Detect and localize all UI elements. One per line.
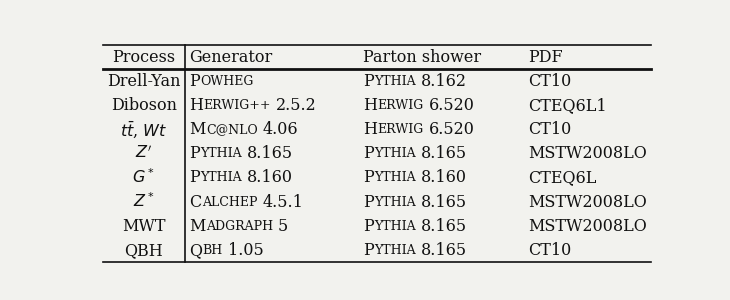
Text: P: P xyxy=(364,194,374,211)
Text: C@NLO: C@NLO xyxy=(206,123,258,136)
Text: OWHEG: OWHEG xyxy=(200,75,253,88)
Text: CTEQ6L1: CTEQ6L1 xyxy=(528,97,607,114)
Text: ERWIG: ERWIG xyxy=(377,123,423,136)
Text: MSTW2008LO: MSTW2008LO xyxy=(528,218,647,235)
Text: 6.520: 6.520 xyxy=(429,97,474,114)
Text: 8.165: 8.165 xyxy=(420,145,466,162)
Text: YTHIA: YTHIA xyxy=(374,220,415,233)
Text: PDF: PDF xyxy=(528,49,562,66)
Text: H: H xyxy=(364,121,377,138)
Text: $G^*$: $G^*$ xyxy=(132,169,155,187)
Text: H: H xyxy=(364,97,377,114)
Text: Drell-Yan: Drell-Yan xyxy=(107,73,180,90)
Text: M: M xyxy=(189,218,206,235)
Text: H: H xyxy=(189,97,204,114)
Text: YTHIA: YTHIA xyxy=(374,75,415,88)
Text: P: P xyxy=(189,169,200,186)
Text: CT10: CT10 xyxy=(528,73,571,90)
Text: 6.520: 6.520 xyxy=(429,121,474,138)
Text: M: M xyxy=(189,121,206,138)
Text: P: P xyxy=(364,169,374,186)
Text: 8.165: 8.165 xyxy=(420,194,466,211)
Text: 1.05: 1.05 xyxy=(228,242,264,259)
Text: MSTW2008LO: MSTW2008LO xyxy=(528,145,647,162)
Text: P: P xyxy=(364,73,374,90)
Text: CT10: CT10 xyxy=(528,121,571,138)
Text: P: P xyxy=(364,242,374,259)
Text: CT10: CT10 xyxy=(528,242,571,259)
Text: $Z^*$: $Z^*$ xyxy=(133,193,155,211)
Text: 8.160: 8.160 xyxy=(247,169,293,186)
Text: P: P xyxy=(189,73,200,90)
Text: ADGRAPH: ADGRAPH xyxy=(206,220,273,233)
Text: BH: BH xyxy=(202,244,223,257)
Text: CTEQ6L: CTEQ6L xyxy=(528,169,596,186)
Text: YTHIA: YTHIA xyxy=(374,147,415,160)
Text: 8.165: 8.165 xyxy=(247,145,293,162)
Text: 8.165: 8.165 xyxy=(420,242,466,259)
Text: Q: Q xyxy=(189,242,202,259)
Text: Parton shower: Parton shower xyxy=(364,49,481,66)
Text: Generator: Generator xyxy=(189,49,273,66)
Text: P: P xyxy=(364,145,374,162)
Text: 4.06: 4.06 xyxy=(263,121,299,138)
Text: C: C xyxy=(189,194,201,211)
Text: P: P xyxy=(364,218,374,235)
Text: $Z'$: $Z'$ xyxy=(135,145,153,163)
Text: 2.5.2: 2.5.2 xyxy=(276,97,317,114)
Text: ERWIG++: ERWIG++ xyxy=(204,99,271,112)
Text: 4.5.1: 4.5.1 xyxy=(262,194,303,211)
Text: QBH: QBH xyxy=(124,242,163,259)
Text: YTHIA: YTHIA xyxy=(200,147,242,160)
Text: MSTW2008LO: MSTW2008LO xyxy=(528,194,647,211)
Text: P: P xyxy=(189,145,200,162)
Text: Diboson: Diboson xyxy=(111,97,177,114)
Text: YTHIA: YTHIA xyxy=(374,196,415,208)
Text: 8.160: 8.160 xyxy=(420,169,466,186)
Text: YTHIA: YTHIA xyxy=(374,171,415,184)
Text: YTHIA: YTHIA xyxy=(374,244,415,257)
Text: ALCHEP: ALCHEP xyxy=(201,196,257,208)
Text: 8.162: 8.162 xyxy=(420,73,466,90)
Text: MWT: MWT xyxy=(122,218,166,235)
Text: 5: 5 xyxy=(278,218,288,235)
Text: Process: Process xyxy=(112,49,175,66)
Text: YTHIA: YTHIA xyxy=(200,171,242,184)
Text: $t\bar{t}$, $Wt$: $t\bar{t}$, $Wt$ xyxy=(120,119,167,140)
Text: 8.165: 8.165 xyxy=(420,218,466,235)
Text: ERWIG: ERWIG xyxy=(377,99,423,112)
